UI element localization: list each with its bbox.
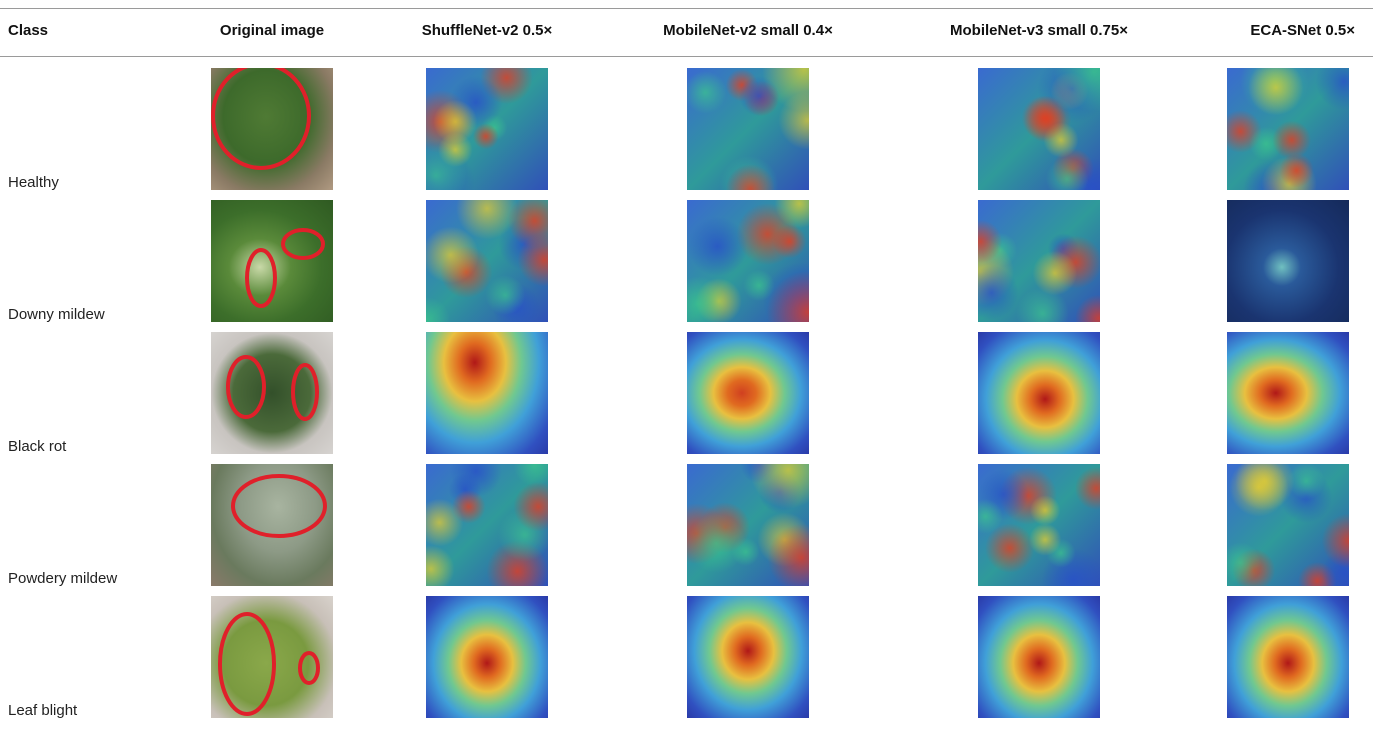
heatmap-image — [978, 200, 1100, 322]
lesion-circle — [233, 476, 325, 536]
lesion-circle — [228, 357, 264, 417]
header-rule — [0, 56, 1373, 57]
heatmap-image — [1227, 332, 1349, 454]
annotation-overlay — [211, 68, 333, 190]
lesion-circle — [220, 614, 274, 714]
heatmap-image — [426, 596, 548, 718]
figure-table: Class Original image ShuffleNet-v2 0.5× Mob… — [0, 0, 1373, 731]
class-label: Healthy — [8, 174, 59, 191]
heatmap-image — [978, 68, 1100, 190]
heatmap-image — [426, 332, 548, 454]
heatmap-image — [687, 332, 809, 454]
column-header: ShuffleNet-v2 0.5× — [422, 22, 552, 39]
class-label: Black rot — [8, 438, 66, 455]
heatmap-image — [1227, 596, 1349, 718]
heatmap-image — [978, 332, 1100, 454]
original-image — [211, 68, 333, 190]
lesion-circle — [213, 68, 309, 168]
lesion-circle — [293, 365, 317, 419]
heatmap-image — [426, 200, 548, 322]
annotation-overlay — [211, 464, 333, 586]
column-header: Class — [8, 22, 48, 39]
heatmap-image — [1227, 200, 1349, 322]
original-image — [211, 464, 333, 586]
annotation-overlay — [211, 200, 333, 322]
heatmap-image — [687, 200, 809, 322]
lesion-circle — [247, 250, 275, 306]
class-label: Leaf blight — [8, 702, 77, 719]
annotation-overlay — [211, 596, 333, 718]
column-header: ECA-SNet 0.5× — [1250, 22, 1355, 39]
original-image — [211, 332, 333, 454]
heatmap-image — [1227, 464, 1349, 586]
column-header: Original image — [220, 22, 324, 39]
class-label: Powdery mildew — [8, 570, 117, 587]
heatmap-image — [687, 596, 809, 718]
lesion-circle — [300, 653, 318, 683]
heatmap-image — [978, 596, 1100, 718]
heatmap-image — [978, 464, 1100, 586]
original-image — [211, 596, 333, 718]
top-rule — [0, 8, 1373, 9]
class-label: Downy mildew — [8, 306, 105, 323]
heatmap-image — [426, 464, 548, 586]
heatmap-image — [687, 464, 809, 586]
heatmap-image — [687, 68, 809, 190]
original-image — [211, 200, 333, 322]
lesion-circle — [283, 230, 323, 258]
column-header: MobileNet-v3 small 0.75× — [950, 22, 1128, 39]
annotation-overlay — [211, 332, 333, 454]
heatmap-image — [1227, 68, 1349, 190]
heatmap-image — [426, 68, 548, 190]
column-header: MobileNet-v2 small 0.4× — [663, 22, 833, 39]
